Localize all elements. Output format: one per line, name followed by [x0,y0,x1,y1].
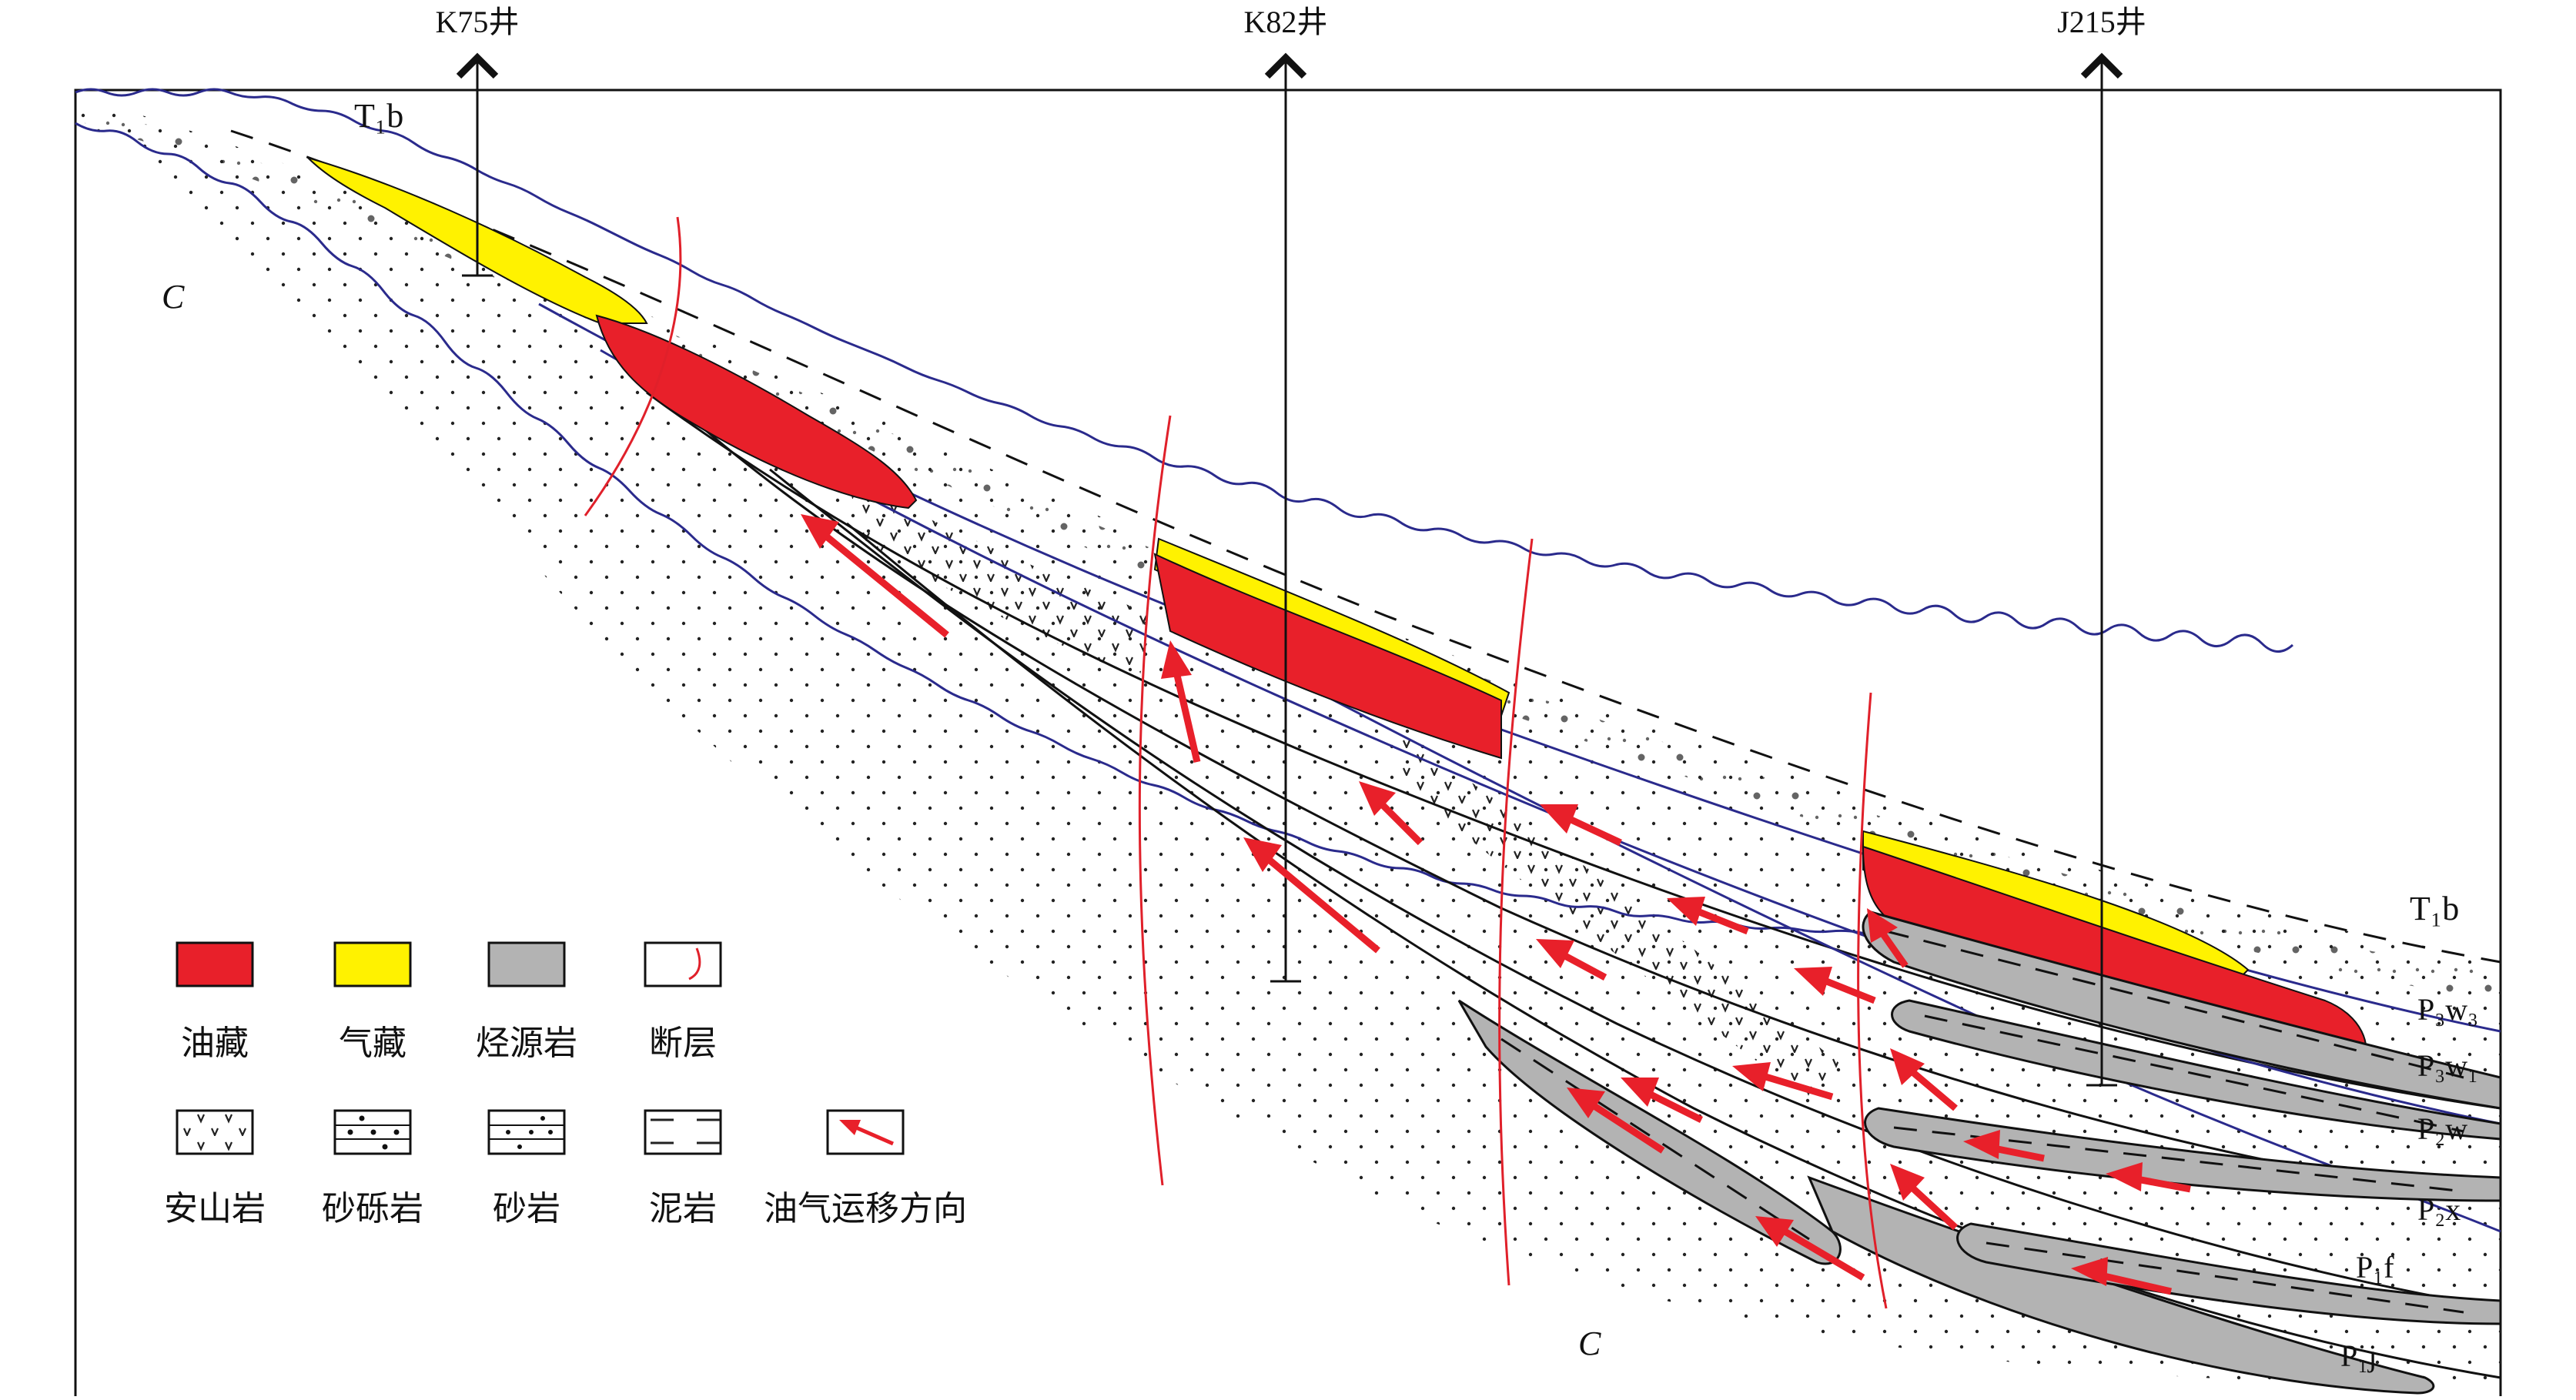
legend-conglomerate-pattern [335,1115,410,1150]
legend-swatch-source-rock [487,941,566,987]
basement-label-left: C [162,278,185,316]
legend-swatch-gas [333,941,412,987]
basal-unconformity [75,122,1893,937]
oil-reservoir-k75 [595,314,918,510]
formation-label-p1j: P₁j [2340,1338,2377,1373]
formation-label-p3w3: P₃w₃ [2417,992,2478,1027]
legend-swatch-oil [176,941,254,987]
andesite-zone-2 [1393,731,1848,1101]
legend-swatch-fault [644,941,722,987]
legend-label-oil: 油藏 [181,1024,249,1062]
formation-label-p2w: P₂w [2417,1111,2467,1146]
formation-label-top-left: T₁b [354,97,403,135]
formation-label-p3w1: P₃w₁ [2417,1048,2478,1083]
legend-swatch-mudstone [644,1109,722,1155]
legend-label-source-rock: 烃源岩 [476,1024,577,1062]
formation-label-top-right: T₁b [2410,890,2459,927]
formation-label-p2x: P₂x [2417,1192,2461,1227]
migration-arrows [801,514,2191,1295]
mudstone-dashes [230,129,2501,964]
legend-swatch-sandstone [487,1109,566,1155]
oil-reservoir-k82 [1153,553,1502,760]
well-label-k75: K75井 [436,5,520,39]
basement-label-bottom: C [1578,1325,1601,1362]
legend-migration-arrow-icon [839,1120,894,1146]
horizon-lines [646,391,2501,1379]
legend-label-fault: 断层 [649,1024,717,1062]
faults [584,216,1888,1309]
well-lines [456,52,2123,1087]
well-label-k82: K82井 [1244,5,1328,39]
well-label-j215: J215井 [2057,5,2146,39]
legend-sandstone-pattern [489,1116,564,1149]
legend-label-andesite: 安山岩 [164,1190,266,1228]
gravel-belt-upper [75,104,2501,1001]
legend: 油藏 气藏 烃源岩 断层 安山岩 砂砾岩 砂岩 泥岩 油气运移方向 [164,941,967,1228]
source-rocks [1457,911,2502,1395]
legend-swatch-andesite [176,1109,254,1155]
legend-label-gas: 气藏 [339,1024,406,1062]
legend-label-sandstone: 砂岩 [493,1190,560,1228]
formation-label-p1f: P₁f [2356,1250,2394,1285]
legend-label-conglomerate: 砂砾岩 [322,1190,423,1228]
top-wavy-boundary [75,88,2294,653]
legend-label-migration: 油气运移方向 [764,1190,967,1228]
legend-label-mudstone: 泥岩 [649,1190,717,1228]
legend-fault-icon [688,947,701,981]
